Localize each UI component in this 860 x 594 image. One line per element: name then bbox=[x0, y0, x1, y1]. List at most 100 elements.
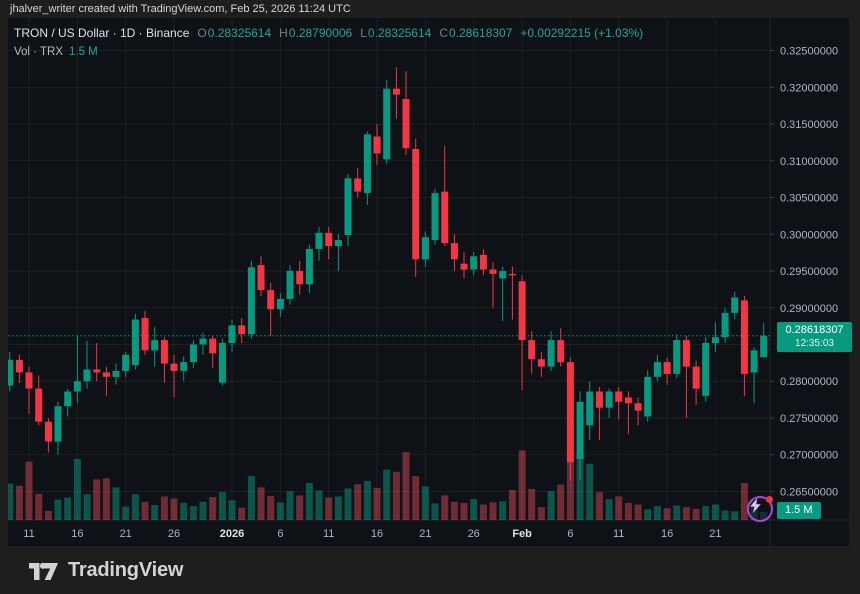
candle-body bbox=[528, 340, 536, 360]
chart-panel[interactable]: 0.32500000 0.32000000 0.31500000 0.31000000… bbox=[8, 18, 852, 546]
ohlc-low-value: 0.28325614 bbox=[367, 26, 432, 40]
volume-bar bbox=[392, 471, 400, 520]
time-axis-label: 2026 bbox=[220, 528, 244, 540]
candle-body bbox=[305, 249, 313, 285]
volume-bar bbox=[286, 491, 294, 520]
price-axis-label: 0.31000000 bbox=[780, 156, 838, 168]
price-axis[interactable]: 0.32500000 0.32000000 0.31500000 0.31000000… bbox=[770, 46, 838, 499]
candle-body bbox=[441, 191, 449, 244]
volume-bar bbox=[663, 508, 671, 520]
price-axis-label: 0.26500000 bbox=[780, 487, 838, 499]
volume-bar bbox=[528, 488, 536, 520]
candle-body bbox=[537, 359, 545, 367]
candle-body bbox=[267, 290, 275, 310]
volume-bar bbox=[141, 501, 149, 520]
current-price-value: 0.28618307 bbox=[785, 324, 844, 336]
footer-bar: TradingView bbox=[0, 546, 860, 594]
candle-body bbox=[218, 343, 226, 383]
volume-bar bbox=[518, 450, 526, 520]
candle-body bbox=[112, 371, 120, 377]
candle-body bbox=[595, 391, 603, 408]
ohlc-high-label: H bbox=[279, 26, 288, 40]
volume-bar bbox=[489, 502, 497, 520]
candle-body bbox=[383, 88, 391, 160]
volume-bar bbox=[102, 478, 110, 520]
volume-bar bbox=[702, 506, 710, 520]
candle-body bbox=[64, 391, 72, 407]
volume-bar bbox=[673, 505, 681, 520]
candle-body bbox=[682, 340, 690, 367]
price-axis-label: 0.27000000 bbox=[780, 450, 838, 462]
legend-row-volume: Vol · TRX 1.5 M bbox=[14, 45, 643, 60]
time-axis-label: 6 bbox=[567, 528, 573, 540]
time-axis-label: 21 bbox=[120, 528, 132, 540]
tradingview-logo-mark-icon bbox=[29, 562, 58, 580]
grid-layer bbox=[8, 18, 849, 546]
volume-bar bbox=[344, 488, 352, 520]
price-axis-label: 0.32500000 bbox=[780, 46, 838, 58]
current-price-badge: 0.28618307 12:35:03 bbox=[777, 322, 852, 352]
candle-body bbox=[402, 99, 410, 149]
volume-bar bbox=[131, 494, 139, 520]
candle-body bbox=[721, 312, 729, 338]
candle-body bbox=[557, 340, 565, 363]
volume-layer bbox=[8, 450, 768, 521]
boost-button[interactable] bbox=[747, 496, 773, 522]
volume-bar bbox=[644, 509, 652, 520]
volume-bar bbox=[450, 501, 458, 520]
volume-bar bbox=[189, 506, 197, 520]
candle-body bbox=[624, 397, 632, 404]
volume-bar bbox=[54, 499, 62, 520]
volume-bar bbox=[373, 487, 381, 520]
candle-body bbox=[470, 256, 478, 270]
lightning-bolt-icon bbox=[750, 498, 761, 513]
candle-body bbox=[15, 359, 23, 373]
volume-bar bbox=[586, 463, 594, 520]
volume-bar bbox=[479, 504, 487, 520]
volume-bar bbox=[334, 496, 342, 520]
time-axis[interactable]: 11 16 21 26 2026 6 11 16 21 26 Feb 6 11 16 21 bbox=[23, 528, 721, 540]
volume-bar bbox=[276, 502, 284, 520]
candle-body bbox=[421, 237, 429, 260]
candle-body bbox=[170, 363, 178, 371]
candle-body bbox=[354, 178, 362, 192]
volume-bar bbox=[711, 504, 719, 520]
volume-bar bbox=[15, 485, 23, 520]
volume-bar bbox=[8, 483, 14, 520]
tradingview-logo[interactable]: TradingView bbox=[28, 559, 183, 582]
price-axis-label: 0.32000000 bbox=[780, 82, 838, 94]
volume-bar bbox=[354, 484, 362, 520]
time-axis-label: Feb bbox=[512, 528, 532, 540]
volume-bar bbox=[595, 492, 603, 520]
symbol-title[interactable]: TRON / US Dollar · 1D · Binance bbox=[14, 26, 190, 40]
attribution-text: jhalver_writer created with TradingView.… bbox=[10, 3, 351, 15]
time-axis-label: 11 bbox=[323, 528, 334, 540]
candle-body bbox=[518, 281, 526, 341]
candle-body bbox=[209, 338, 217, 354]
candle-body bbox=[460, 263, 468, 270]
chart-canvas[interactable]: 0.32500000 0.32000000 0.31500000 0.31000000… bbox=[8, 18, 849, 546]
volume-bar bbox=[199, 501, 207, 520]
candle-body bbox=[605, 391, 613, 408]
candle-body bbox=[334, 240, 342, 246]
volume-bar bbox=[740, 483, 748, 520]
candle-body bbox=[653, 362, 661, 377]
candle-body bbox=[325, 232, 333, 246]
candle-body bbox=[392, 88, 400, 95]
candle-body bbox=[141, 318, 149, 351]
time-axis-label: 26 bbox=[468, 528, 480, 540]
candle-body bbox=[160, 340, 168, 364]
candle-body bbox=[731, 297, 739, 313]
candle-body bbox=[363, 134, 371, 194]
candle-body bbox=[479, 254, 487, 270]
candle-body bbox=[576, 401, 584, 460]
candle-body bbox=[412, 149, 420, 260]
candle-body bbox=[634, 403, 642, 411]
candle-body bbox=[566, 362, 574, 463]
volume-bar bbox=[441, 495, 449, 520]
volume-bar bbox=[721, 510, 729, 520]
candle-body bbox=[615, 391, 623, 402]
volume-bar bbox=[25, 461, 33, 520]
volume-bar bbox=[35, 493, 43, 521]
price-axis-label: 0.29500000 bbox=[780, 266, 838, 278]
